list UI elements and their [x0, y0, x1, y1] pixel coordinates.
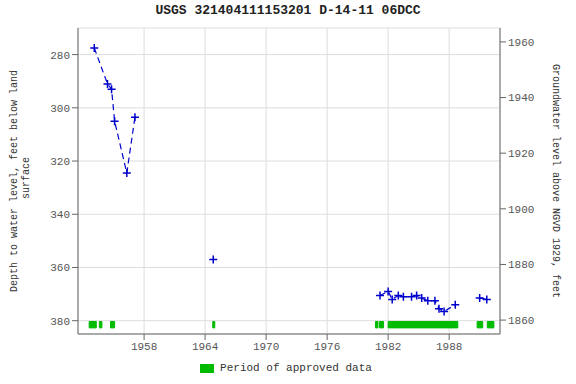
svg-text:380: 380 [50, 316, 70, 328]
svg-text:1920: 1920 [508, 148, 534, 160]
svg-text:1960: 1960 [508, 37, 534, 49]
svg-text:340: 340 [50, 209, 70, 221]
svg-text:Groundwater level above NGVD 1: Groundwater level above NGVD 1929, feet [551, 64, 562, 298]
svg-text:300: 300 [50, 103, 70, 115]
svg-text:1940: 1940 [508, 92, 534, 104]
svg-text:1970: 1970 [253, 341, 279, 353]
svg-text:1982: 1982 [375, 341, 401, 353]
svg-text:280: 280 [50, 50, 70, 62]
svg-text:Depth to water level, feet bel: Depth to water level, feet below land su… [9, 70, 32, 292]
svg-text:1964: 1964 [192, 341, 219, 353]
svg-text:1976: 1976 [314, 341, 340, 353]
svg-text:320: 320 [50, 156, 70, 168]
html-text:Period of approved data: Period of approved data [220, 362, 372, 374]
html-text:USGS 321404111153201 D-14-11 0: USGS 321404111153201 D-14-11 06DCC [155, 3, 421, 18]
svg-text:1880: 1880 [508, 259, 534, 271]
svg-text:1900: 1900 [508, 204, 534, 216]
svg-text:1988: 1988 [436, 341, 462, 353]
svg-text:1860: 1860 [508, 315, 534, 327]
svg-text:1958: 1958 [131, 341, 157, 353]
svg-text:360: 360 [50, 262, 70, 274]
